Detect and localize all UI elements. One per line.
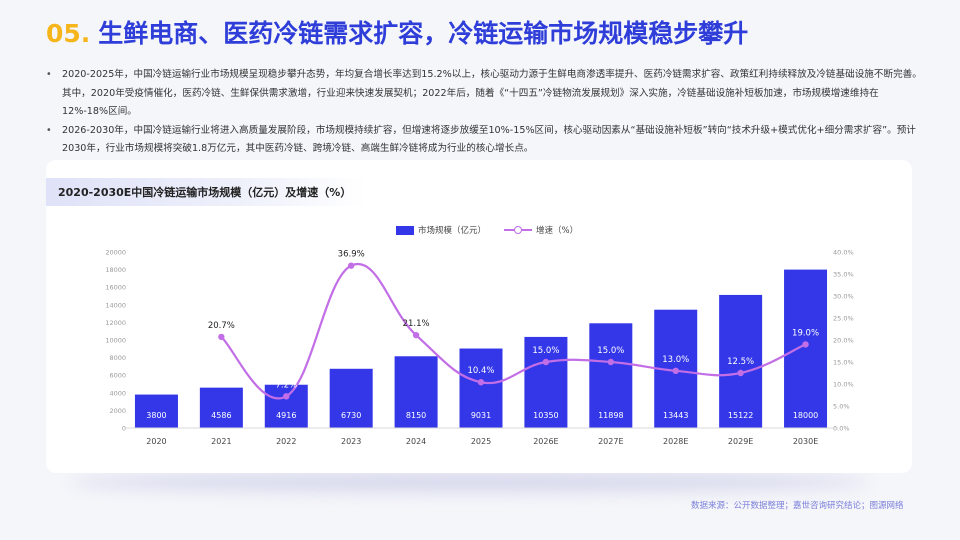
y-left-tick-label: 20000 bbox=[105, 249, 126, 257]
section-number: 05. bbox=[46, 19, 91, 48]
growth-value-label: 20.7% bbox=[208, 321, 235, 331]
growth-point bbox=[218, 333, 225, 341]
growth-point bbox=[737, 369, 744, 377]
title-text: 生鲜电商、医药冷链需求扩容，冷链运输市场规模稳步攀升 bbox=[98, 19, 749, 48]
y-left-tick-label: 16000 bbox=[105, 284, 126, 292]
growth-point bbox=[477, 379, 485, 386]
growth-point bbox=[607, 358, 615, 366]
bar-value-label: 15122 bbox=[728, 411, 753, 420]
bar-value-label: 9031 bbox=[471, 411, 491, 420]
bar bbox=[784, 269, 828, 428]
growth-value-label: 21.1% bbox=[403, 319, 430, 329]
y-right-tick-label: 0.0% bbox=[833, 425, 850, 433]
bar-value-label: 13443 bbox=[663, 411, 688, 420]
y-left-tick-label: 10000 bbox=[105, 337, 126, 345]
growth-point bbox=[283, 393, 290, 400]
growth-value-label: 36.9% bbox=[338, 250, 365, 260]
growth-point bbox=[542, 358, 550, 366]
data-source: 数据来源：公开数据整理；嘉世咨询研究结论；图源网络 bbox=[691, 501, 904, 511]
bar-value-label: 18000 bbox=[793, 411, 818, 420]
growth-line bbox=[220, 262, 806, 400]
legend-line-label: 增速（%） bbox=[536, 226, 579, 236]
x-tick-label: 2021 bbox=[211, 437, 231, 446]
y-left-tick-label: 12000 bbox=[105, 319, 126, 327]
x-tick-label: 2025 bbox=[471, 437, 491, 446]
bar bbox=[589, 323, 633, 428]
bullet-item: 2026-2030年，中国冷链运输行业将进入高质量发展阶段，市场规模持续扩容，但… bbox=[46, 122, 922, 159]
y-left-tick-label: 6000 bbox=[109, 372, 126, 380]
chart-plot: 0 2000 4000 6000 8000 10000 12000 14000 16000 180… bbox=[105, 249, 854, 447]
bar-value-label: 8150 bbox=[406, 411, 426, 420]
growth-value-label: 15.0% bbox=[532, 346, 559, 356]
growth-value-label: 12.5% bbox=[727, 357, 754, 367]
growth-point bbox=[347, 262, 355, 269]
growth-value-label: 19.0% bbox=[792, 328, 819, 338]
bar bbox=[719, 294, 763, 428]
y-left-tick-label: 8000 bbox=[109, 354, 126, 362]
x-tick-label: 2020 bbox=[146, 437, 166, 446]
bar bbox=[524, 336, 568, 428]
bullet-list: 2020-2025年，中国冷链运输行业市场规模呈现稳步攀升态势，年均复合增长率达… bbox=[46, 66, 922, 159]
y-right-tick-label: 40.0% bbox=[833, 249, 854, 257]
y-right-tick-label: 25.0% bbox=[833, 315, 854, 323]
x-tick-label: 2022 bbox=[276, 437, 296, 446]
chart-title-bar: 2020-2030E中国冷链运输市场规模（亿元）及增速（%） bbox=[46, 178, 366, 206]
x-tick-label: 2024 bbox=[406, 437, 426, 446]
bar bbox=[264, 384, 308, 428]
growth-value-label: 10.4% bbox=[467, 366, 494, 376]
y-left-tick-label: 18000 bbox=[105, 266, 126, 274]
y-right-tick-label: 15.0% bbox=[833, 359, 854, 367]
growth-point bbox=[412, 331, 420, 339]
y-left-tick-label: 4000 bbox=[109, 389, 126, 397]
bar-value-label: 10350 bbox=[533, 411, 558, 420]
y-left-tick-label: 2000 bbox=[109, 407, 126, 415]
legend-bar-label: 市场规模（亿元） bbox=[418, 226, 487, 236]
growth-point bbox=[802, 341, 809, 348]
growth-value-label: 7.2% bbox=[275, 380, 297, 390]
page-title: 05. 生鲜电商、医药冷链需求扩容，冷链运输市场规模稳步攀升 bbox=[46, 14, 748, 50]
y-right-tick-label: 35.0% bbox=[833, 271, 854, 279]
bar bbox=[199, 387, 243, 428]
x-tick-label: 2026E bbox=[533, 437, 558, 446]
bar-value-label: 4586 bbox=[211, 411, 231, 420]
chart-legend: 市场规模（亿元） 增速（%） bbox=[396, 224, 578, 236]
bar bbox=[134, 394, 178, 428]
y-right-tick-label: 5.0% bbox=[833, 403, 850, 411]
bar bbox=[329, 368, 373, 428]
x-tick-label: 2028E bbox=[663, 437, 688, 446]
bar-value-label: 3800 bbox=[146, 411, 166, 420]
growth-value-label: 13.0% bbox=[662, 355, 689, 365]
chart-title: 2020-2030E中国冷链运输市场规模（亿元）及增速（%） bbox=[58, 186, 352, 199]
bar-value-label: 4916 bbox=[276, 411, 296, 420]
x-tick-label: 2023 bbox=[341, 437, 361, 446]
legend-line-swatch bbox=[504, 225, 533, 235]
legend-bar-swatch bbox=[396, 225, 414, 235]
y-right-tick-label: 20.0% bbox=[833, 337, 854, 345]
chart-card: 2020-2030E中国冷链运输市场规模（亿元）及增速（%） 市场规模（亿元） … bbox=[46, 160, 912, 473]
bar-value-label: 11898 bbox=[598, 411, 623, 420]
y-right-tick-label: 30.0% bbox=[833, 293, 854, 301]
x-tick-label: 2027E bbox=[598, 437, 623, 446]
bar-value-label: 6730 bbox=[341, 411, 361, 420]
x-tick-label: 2029E bbox=[728, 437, 753, 446]
y-left-tick-label: 14000 bbox=[105, 301, 126, 309]
growth-value-label: 15.0% bbox=[597, 346, 624, 356]
bullet-item: 2020-2025年，中国冷链运输行业市场规模呈现稳步攀升态势，年均复合增长率达… bbox=[46, 66, 922, 122]
bar bbox=[459, 348, 503, 428]
x-tick-label: 2030E bbox=[793, 437, 818, 446]
growth-point bbox=[672, 367, 679, 374]
bar bbox=[394, 356, 438, 428]
y-right-tick-label: 10.0% bbox=[833, 381, 854, 389]
y-left-tick-label: 0 bbox=[122, 425, 126, 433]
card-shadow bbox=[70, 472, 870, 492]
